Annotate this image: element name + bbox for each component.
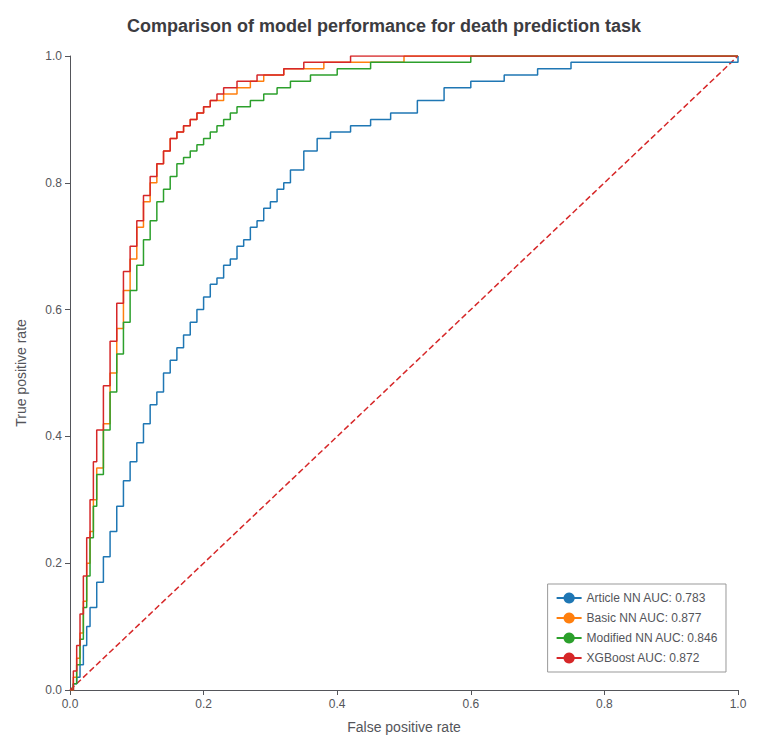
svg-text:0.6: 0.6: [45, 303, 62, 317]
svg-text:0.8: 0.8: [45, 176, 62, 190]
svg-text:Article NN AUC: 0.783: Article NN AUC: 0.783: [587, 591, 706, 605]
svg-text:Modified NN AUC: 0.846: Modified NN AUC: 0.846: [587, 631, 718, 645]
svg-text:Comparison of model performanc: Comparison of model performance for deat…: [127, 16, 642, 36]
svg-text:0.2: 0.2: [45, 556, 62, 570]
svg-text:Basic NN AUC: 0.877: Basic NN AUC: 0.877: [587, 611, 702, 625]
svg-text:0.0: 0.0: [62, 697, 79, 711]
svg-text:1.0: 1.0: [45, 49, 62, 63]
svg-text:0.8: 0.8: [596, 697, 613, 711]
svg-text:0.6: 0.6: [462, 697, 479, 711]
svg-text:False positive rate: False positive rate: [347, 719, 461, 735]
svg-text:0.2: 0.2: [195, 697, 212, 711]
svg-text:0.0: 0.0: [45, 683, 62, 697]
svg-text:0.4: 0.4: [45, 429, 62, 443]
svg-text:True positive rate: True positive rate: [13, 319, 29, 427]
svg-text:0.4: 0.4: [329, 697, 346, 711]
svg-text:1.0: 1.0: [730, 697, 747, 711]
svg-text:XGBoost AUC: 0.872: XGBoost AUC: 0.872: [587, 651, 700, 665]
